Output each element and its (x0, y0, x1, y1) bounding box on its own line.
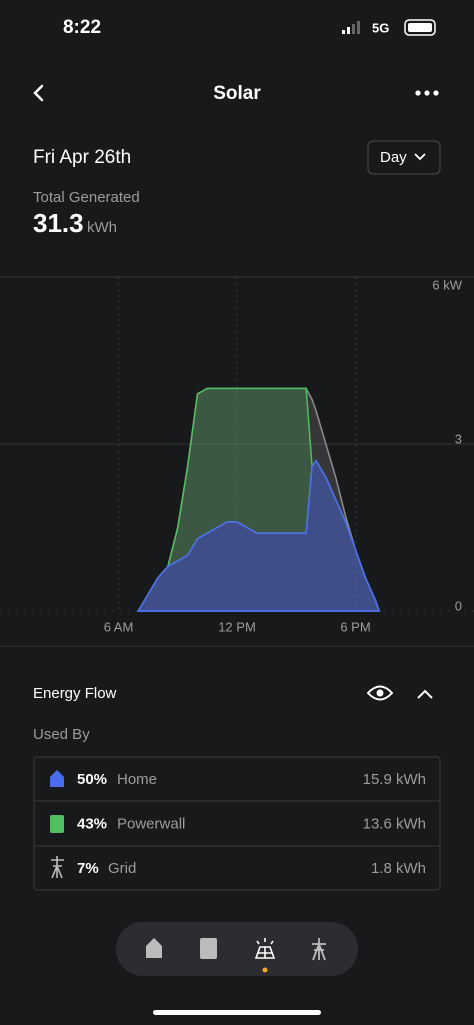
row-value: 13.6 kWh (363, 815, 426, 832)
tab-solar[interactable] (254, 938, 276, 959)
y-tick-label: 6 kW (432, 277, 462, 292)
period-label: Day (380, 149, 407, 166)
more-button[interactable] (415, 90, 439, 96)
period-dropdown[interactable] (367, 140, 441, 175)
section-subtitle: Used By (33, 726, 90, 743)
back-button[interactable] (33, 84, 44, 102)
total-label: Total Generated (33, 189, 140, 206)
usage-table (33, 756, 441, 891)
page-title: Solar (213, 83, 261, 104)
row-percent: 43% (77, 815, 107, 832)
x-tick-label: 6 AM (104, 619, 134, 634)
y-tick-label: 0 (455, 598, 462, 613)
tab-home[interactable] (146, 938, 162, 958)
x-tick-label: 12 PM (218, 619, 256, 634)
row-percent: 50% (77, 771, 107, 788)
tab-powerwall[interactable] (200, 938, 217, 959)
section-title: Energy Flow (33, 685, 117, 702)
active-indicator (262, 967, 268, 973)
row-percent: 7% (77, 860, 99, 877)
clock: 8:22 (63, 17, 101, 38)
row-label: Grid (108, 860, 136, 877)
dropdown-chevron (414, 153, 426, 161)
battery (404, 19, 436, 36)
grid-icon (51, 856, 64, 879)
total-value: 31.3 (33, 208, 84, 238)
tab-grid[interactable] (312, 938, 326, 961)
home-icon (50, 770, 64, 787)
home-indicator (153, 1010, 321, 1015)
powerwall-icon (50, 815, 64, 833)
total-unit: kWh (87, 219, 117, 236)
network-label: 5G (372, 20, 389, 35)
tab-bar (116, 922, 358, 976)
area (136, 459, 381, 612)
row-label: Powerwall (117, 815, 185, 832)
row-value: 15.9 kWh (363, 771, 426, 788)
visibility-toggle[interactable] (366, 685, 394, 701)
signal-icon (342, 21, 360, 34)
row-label: Home (117, 771, 157, 788)
solar-chart: 0 3 6 kW 6 AM 12 PM 6 PM (0, 276, 474, 634)
date-label: Fri Apr 26th (33, 147, 131, 168)
collapse-button[interactable] (417, 689, 433, 699)
x-tick-label: 6 PM (340, 619, 370, 634)
row-value: 1.8 kWh (371, 860, 426, 877)
y-tick-label: 3 (455, 431, 462, 446)
battery-level (408, 23, 432, 32)
